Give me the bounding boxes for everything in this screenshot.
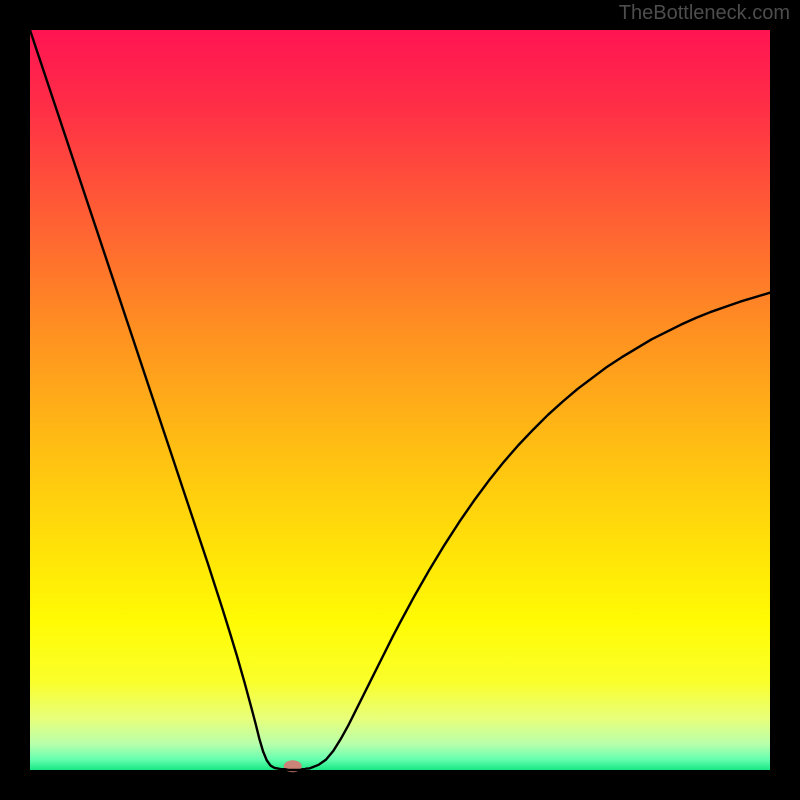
gradient-plot-area	[30, 30, 770, 770]
chart-container: TheBottleneck.com	[0, 0, 800, 800]
watermark-text: TheBottleneck.com	[619, 2, 790, 25]
bottleneck-chart-svg	[0, 0, 800, 800]
